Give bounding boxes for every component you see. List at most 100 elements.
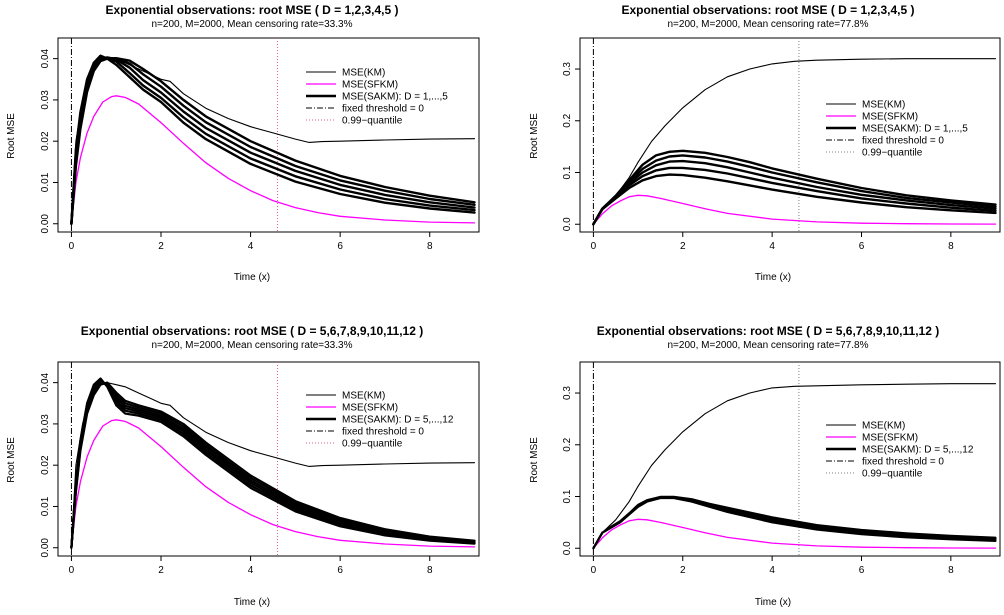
x-tick-label: 0 <box>591 241 597 252</box>
legend-label: MSE(SAKM): D = 5,...,12 <box>342 415 454 426</box>
y-axis-label: Root MSE <box>6 113 17 159</box>
y-tick-label: 0.02 <box>40 131 51 151</box>
series-line-1 <box>592 518 997 549</box>
legend-label: MSE(SFKM) <box>342 403 398 414</box>
series-line-7 <box>70 381 476 549</box>
legend-label: MSE(KM) <box>342 68 385 79</box>
legend-label: MSE(KM) <box>342 391 385 402</box>
legend-label: 0.99−quantile <box>342 116 403 127</box>
x-tick-label: 8 <box>948 241 954 252</box>
legend-label: MSE(SAKM): D = 5,...,12 <box>862 445 974 456</box>
legend-label: 0.99−quantile <box>862 469 923 480</box>
y-tick-label: 0.00 <box>40 538 51 558</box>
plot-frame <box>57 361 480 557</box>
series-line-4 <box>70 56 476 225</box>
plot-frame <box>579 361 1001 557</box>
series-line-1 <box>592 194 997 225</box>
y-tick-label: 0.2 <box>562 437 573 451</box>
x-axis-label: Time (x) <box>755 597 791 608</box>
x-tick-label: 6 <box>859 241 865 252</box>
legend-label: MSE(SFKM) <box>342 80 398 91</box>
x-tick-label: 4 <box>769 565 775 576</box>
series-line-5 <box>592 166 997 226</box>
x-tick-label: 8 <box>427 565 433 576</box>
x-tick-label: 0 <box>591 565 597 576</box>
legend-label: MSE(SFKM) <box>862 433 918 444</box>
legend-label: fixed threshold = 0 <box>342 427 424 438</box>
y-tick-label: 0.1 <box>562 165 573 179</box>
y-axis-label: Root MSE <box>6 437 17 483</box>
legend-label: MSE(KM) <box>862 421 905 432</box>
legend-label: fixed threshold = 0 <box>862 136 944 147</box>
series-line-6 <box>592 496 997 550</box>
y-tick-label: 0.3 <box>562 386 573 400</box>
y-tick-label: 0.03 <box>40 414 51 434</box>
series-line-6 <box>592 173 997 226</box>
panel-bottom-left: Exponential observations: root MSE ( D =… <box>6 324 480 608</box>
y-axis-label: Root MSE <box>529 437 540 483</box>
x-axis-label: Time (x) <box>234 597 270 608</box>
chart-title: Exponential observations: root MSE ( D =… <box>105 3 398 17</box>
x-tick-label: 2 <box>680 565 686 576</box>
series-line-0 <box>592 58 997 225</box>
x-tick-label: 8 <box>948 565 954 576</box>
y-tick-label: 0.04 <box>40 372 51 392</box>
y-tick-label: 0.0 <box>562 541 573 555</box>
legend-label: 0.99−quantile <box>862 148 923 159</box>
chart-title: Exponential observations: root MSE ( D =… <box>621 3 914 17</box>
x-tick-label: 4 <box>248 565 254 576</box>
series-line-7 <box>592 495 997 550</box>
x-tick-label: 8 <box>427 241 433 252</box>
y-tick-label: 0.02 <box>40 455 51 475</box>
panel-top-left: Exponential observations: root MSE ( D =… <box>6 3 480 283</box>
y-tick-label: 0.03 <box>40 90 51 110</box>
y-tick-label: 0.0 <box>562 217 573 231</box>
series-line-6 <box>70 57 476 225</box>
series-line-2 <box>70 54 476 225</box>
series-line-5 <box>70 56 476 225</box>
y-tick-label: 0.04 <box>40 48 51 68</box>
legend-label: fixed threshold = 0 <box>342 104 424 115</box>
legend-label: 0.99−quantile <box>342 439 403 450</box>
y-axis-label: Root MSE <box>529 113 540 159</box>
chart-title: Exponential observations: root MSE ( D =… <box>81 324 423 338</box>
legend: MSE(KM)MSE(SFKM)MSE(SAKM): D = 5,...,12f… <box>826 421 974 480</box>
chart-subtitle: n=200, M=2000, Mean censoring rate=33.3% <box>152 19 353 30</box>
series-line-1 <box>70 95 476 225</box>
x-tick-label: 4 <box>769 241 775 252</box>
x-axis-label: Time (x) <box>234 272 270 283</box>
x-tick-label: 2 <box>680 241 686 252</box>
legend-label: MSE(SAKM): D = 1,...,5 <box>342 92 448 103</box>
legend-label: MSE(SFKM) <box>862 112 918 123</box>
legend-label: MSE(KM) <box>862 100 905 111</box>
legend: MSE(KM)MSE(SFKM)MSE(SAKM): D = 1,...,5fi… <box>826 100 968 159</box>
legend: MSE(KM)MSE(SFKM)MSE(SAKM): D = 1,...,5fi… <box>306 68 448 127</box>
chart-subtitle: n=200, M=2000, Mean censoring rate=77.8% <box>668 19 869 30</box>
y-tick-label: 0.3 <box>562 62 573 76</box>
chart-title: Exponential observations: root MSE ( D =… <box>597 324 939 338</box>
x-axis-label: Time (x) <box>755 272 791 283</box>
panel-bottom-right: Exponential observations: root MSE ( D =… <box>529 324 1001 608</box>
x-tick-label: 6 <box>337 241 343 252</box>
x-tick-label: 2 <box>158 241 164 252</box>
legend: MSE(KM)MSE(SFKM)MSE(SAKM): D = 5,...,12f… <box>306 391 454 450</box>
legend-label: fixed threshold = 0 <box>862 457 944 468</box>
series-line-5 <box>70 381 476 549</box>
legend-label: MSE(SAKM): D = 1,...,5 <box>862 124 968 135</box>
y-tick-label: 0.2 <box>562 113 573 127</box>
y-tick-label: 0.00 <box>40 214 51 234</box>
y-tick-label: 0.01 <box>40 172 51 192</box>
chart-subtitle: n=200, M=2000, Mean censoring rate=77.8% <box>668 340 869 351</box>
series-line-0 <box>592 383 997 549</box>
chart-subtitle: n=200, M=2000, Mean censoring rate=33.3% <box>152 340 353 351</box>
x-tick-label: 0 <box>69 565 75 576</box>
x-tick-label: 6 <box>859 565 865 576</box>
y-tick-label: 0.1 <box>562 489 573 503</box>
y-tick-label: 0.01 <box>40 496 51 516</box>
x-tick-label: 4 <box>248 241 254 252</box>
plot-frame <box>57 37 480 233</box>
x-tick-label: 6 <box>337 565 343 576</box>
x-tick-label: 2 <box>158 565 164 576</box>
panel-top-right: Exponential observations: root MSE ( D =… <box>529 3 1001 283</box>
